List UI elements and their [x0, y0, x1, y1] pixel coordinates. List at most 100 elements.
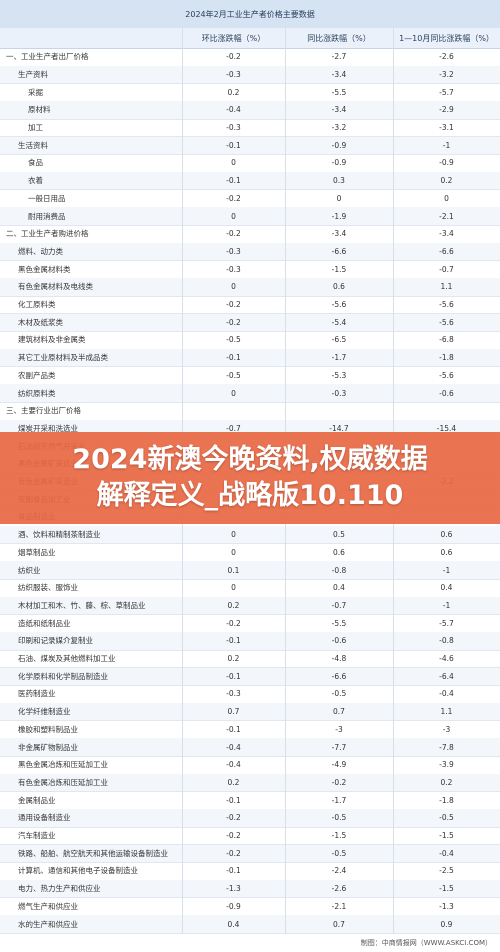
row-yoy-value-text: -6.6	[331, 246, 347, 256]
row-label-text: 纺织业	[18, 565, 41, 575]
row-mom-value: -0.2	[182, 845, 285, 863]
row-ytd-value: -0.7	[393, 260, 500, 278]
row-ytd-value-text: -1	[442, 140, 451, 150]
row-mom-value: -0.4	[182, 738, 285, 756]
row-mom-value: -0.2	[182, 296, 285, 314]
row-ytd-value-text: -2.1	[439, 211, 454, 221]
row-mom-value: -0.7	[182, 420, 285, 438]
row-mom-value-text: -0.3	[226, 246, 241, 256]
row-label: 生活资料	[0, 137, 200, 155]
row-label: 衣着	[0, 172, 210, 190]
row-label: 煤炭开采和洗选业	[0, 420, 200, 438]
row-mom-value-text: -0.2	[226, 52, 241, 62]
table-row: 食品 0 -0.9 -0.9	[0, 154, 500, 173]
row-label: 石油、煤炭及其他燃料加工业	[0, 650, 200, 668]
row-yoy-value: -2.1	[285, 898, 393, 916]
row-ytd-value-text: -0.6	[439, 388, 454, 398]
row-ytd-value-text: -1.8	[439, 353, 454, 363]
row-ytd-value-text: -3.1	[439, 123, 454, 133]
row-yoy-value: 0.6	[285, 544, 393, 562]
row-label: 金属制品业	[0, 791, 200, 809]
row-ytd-value: -1	[393, 561, 500, 579]
row-ytd-value-text: 0.2	[440, 777, 453, 787]
row-ytd-value: -5.6	[393, 367, 500, 385]
row-ytd-value-text: -1.5	[439, 831, 454, 841]
row-ytd-value-text: 0.6	[440, 530, 453, 540]
row-ytd-value: -2.5	[393, 862, 500, 880]
row-yoy-value: -0.3	[285, 384, 393, 402]
row-label: 木材加工和木、竹、藤、棕、草制品业	[0, 597, 200, 615]
table-row: 黑色金属冶炼和压延加工业 -0.4 -4.9 -3.9	[0, 756, 500, 775]
table-row: 通用设备制造业 -0.2 -0.5 -0.5	[0, 809, 500, 828]
row-mom-value: -0.3	[182, 66, 285, 84]
row-yoy-value: -0.7	[285, 597, 393, 615]
row-ytd-value: -0.8	[393, 632, 500, 650]
table-row: 化学纤维制造业 0.7 0.7 1.1	[0, 702, 500, 722]
row-yoy-value: -4.8	[285, 650, 393, 668]
row-mom-value: -0.3	[182, 243, 285, 261]
row-ytd-value-text: -3.9	[439, 760, 454, 770]
row-yoy-value-text: -1.5	[331, 831, 347, 841]
row-mom-value-text: -0.3	[226, 264, 241, 274]
row-mom-value: -0.1	[182, 137, 285, 155]
row-ytd-value-text: -2.5	[439, 866, 454, 876]
row-yoy-value: -1.5	[285, 827, 393, 845]
row-yoy-value-text: 0.3	[333, 176, 345, 186]
row-label: 木材及纸浆类	[0, 314, 200, 332]
row-ytd-value-text: -5.6	[439, 370, 454, 380]
row-yoy-value-text: -5.3	[331, 370, 347, 380]
row-mom-value-text: 0	[231, 583, 236, 593]
row-label-text: 水的生产和供应业	[18, 919, 78, 929]
row-yoy-value: -0.5	[285, 845, 393, 863]
row-ytd-value: -1	[393, 137, 500, 155]
row-yoy-value: 0.5	[285, 526, 393, 544]
row-mom-value: 0	[182, 278, 285, 296]
row-label-text: 农副产品类	[18, 370, 56, 380]
row-label-text: 计算机、通信和其他电子设备制造业	[18, 866, 138, 876]
row-mom-value: -0.5	[182, 331, 285, 349]
row-label-text: 有色金属材料及电线类	[18, 282, 93, 292]
row-ytd-value-text: -5.6	[439, 300, 454, 310]
row-ytd-value: -15.4	[393, 420, 500, 438]
row-yoy-value: -3.4	[285, 225, 393, 243]
row-ytd-value: -3.1	[393, 119, 500, 137]
row-mom-value-text: -0.5	[226, 370, 241, 380]
table-row: 水的生产和供应业 0.4 0.7 0.9	[0, 915, 500, 934]
row-label-text: 生产资料	[18, 69, 48, 79]
row-mom-value	[182, 402, 285, 420]
table-row: 木材加工和木、竹、藤、棕、草制品业 0.2 -0.7 -1	[0, 596, 500, 616]
row-yoy-value-text: 0.5	[333, 530, 345, 540]
row-ytd-value-text: -3.4	[439, 229, 454, 239]
row-ytd-value-text: 0.9	[440, 919, 453, 929]
table-row: 金属制品业 -0.1 -1.7 -1.8	[0, 791, 500, 810]
row-ytd-value: -5.6	[393, 314, 500, 332]
row-ytd-value-text: -6.8	[439, 335, 454, 345]
row-label-text: 木材及纸浆类	[18, 317, 63, 327]
table-row: 酒、饮料和精制茶制造业 0 0.5 0.6	[0, 525, 500, 545]
row-ytd-value-text: -1.3	[439, 901, 454, 911]
row-ytd-value-text: -1.5	[439, 884, 454, 894]
table-row: 燃料、动力类 -0.3 -6.6 -6.6	[0, 242, 500, 262]
row-label-text: 建筑材料及非金属类	[18, 335, 86, 345]
row-ytd-value-text: -1	[442, 565, 451, 575]
row-yoy-value: 0.7	[285, 915, 393, 933]
row-mom-value: -0.2	[182, 314, 285, 332]
row-ytd-value: -2.1	[393, 207, 500, 225]
row-label: 生产资料	[0, 66, 200, 84]
row-yoy-value-text: -2.6	[331, 884, 347, 894]
row-label: 非金属矿物制品业	[0, 738, 200, 756]
row-ytd-value: -0.9	[393, 154, 500, 172]
row-yoy-value: -6.6	[285, 243, 393, 261]
row-mom-value-text: 0.4	[227, 919, 240, 929]
row-yoy-value-text: -3.4	[331, 229, 347, 239]
row-ytd-value-text: -15.4	[436, 423, 457, 433]
row-ytd-value-text: -5.6	[439, 317, 454, 327]
row-label: 耐用消费品	[0, 207, 210, 225]
row-label-text: 铁路、船舶、航空航天和其他运输设备制造业	[18, 848, 168, 858]
table-row: 燃气生产和供应业 -0.9 -2.1 -1.3	[0, 898, 500, 917]
row-label: 燃气生产和供应业	[0, 898, 200, 916]
row-yoy-value: -3.4	[285, 101, 393, 119]
row-label: 有色金属冶炼和压延加工业	[0, 774, 200, 792]
row-label-text: 加工	[28, 123, 43, 133]
table-row: 生产资料 -0.3 -3.4 -3.2	[0, 65, 500, 85]
